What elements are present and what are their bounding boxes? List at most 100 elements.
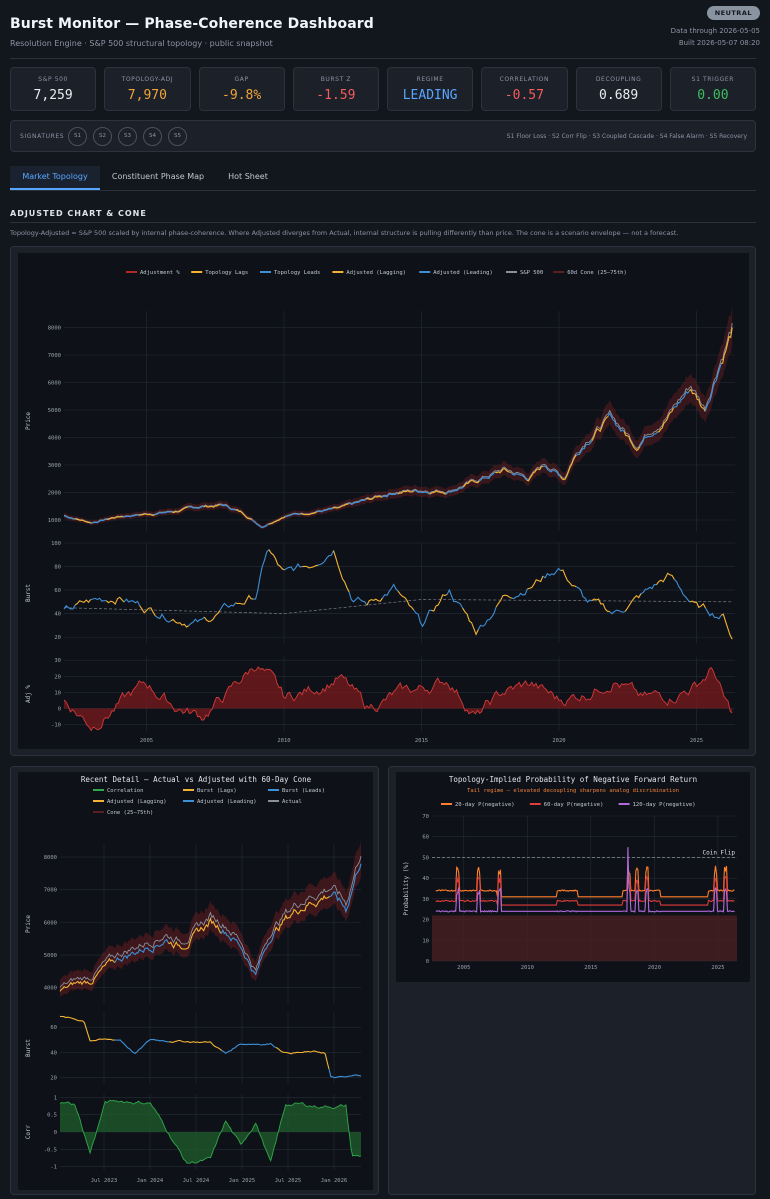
series-burst	[656, 572, 675, 586]
signature-pill-s4[interactable]: S4	[143, 127, 162, 146]
kpi-decoupling: DECOUPLING 0.689	[575, 67, 662, 111]
kpi-row: S&P 500 7,259 TOPOLOGY-ADJ 7,970 GAP -9.8% …	[10, 67, 756, 111]
probability-chart: Topology-Implied Probability of Negative…	[403, 775, 737, 971]
kpi-label: DECOUPLING	[595, 76, 642, 83]
legend-entry: Correlation	[107, 788, 143, 794]
data-through-label: Data through 2026-05-05	[670, 27, 760, 35]
series-adjusted	[251, 519, 270, 528]
kpi-value: LEADING	[402, 88, 458, 103]
y-axis-label: Burst	[25, 1039, 32, 1057]
x-tick-label: 2005	[457, 965, 470, 971]
series-adjusted	[704, 363, 722, 412]
kpi-label: S1 TRIGGER	[691, 76, 735, 83]
legend-entry: 60d Cone (25–75th)	[567, 270, 627, 276]
series-burst	[139, 605, 156, 617]
signatures-bar: SIGNATURES S1 S2 S3 S4 S5 S1 Floor Loss …	[10, 120, 756, 152]
y-tick-label: 10	[422, 938, 429, 944]
kpi-correlation: CORRELATION -0.57	[481, 67, 568, 111]
series-adjusted	[90, 518, 108, 524]
signature-pill-s2[interactable]: S2	[93, 127, 112, 146]
y-tick-label: 7000	[48, 353, 61, 359]
y-tick-label: 10	[54, 690, 61, 696]
series-adjusted	[316, 507, 334, 513]
series-burst	[268, 549, 285, 571]
series-adjusted	[413, 489, 431, 495]
series-burst	[235, 594, 254, 605]
tab-constituent-phase-map[interactable]: Constituent Phase Map	[111, 172, 205, 181]
y-tick-label: 1	[54, 1095, 57, 1101]
kpi-value: 0.689	[599, 88, 639, 103]
series-burst	[275, 1047, 330, 1070]
probability-panel: Topology-Implied Probability of Negative…	[388, 766, 756, 1195]
series-burst	[169, 1039, 223, 1052]
correlation-area	[60, 1100, 361, 1164]
series-adjusted	[445, 486, 464, 495]
kpi-value: 7,970	[127, 88, 167, 103]
legend-entry: Actual	[282, 799, 302, 805]
x-tick-label: 2015	[584, 965, 597, 971]
legend-entry: Cone (25–75th)	[107, 810, 153, 816]
series-burst	[188, 616, 205, 627]
series-burst	[348, 591, 368, 606]
series-burst	[640, 583, 657, 595]
kpi-s1-trigger: S1 TRIGGER 0.00	[669, 67, 756, 111]
tab-market-topology[interactable]: Market Topology	[10, 166, 100, 190]
y-tick-label: -0.5	[44, 1147, 57, 1153]
tail-fill	[432, 915, 737, 961]
series-burst	[397, 590, 415, 611]
series-burst	[328, 1068, 362, 1079]
legend-entry: Adjusted (Lagging)	[346, 270, 406, 276]
legend-entry: Adjustment %	[140, 270, 180, 276]
tab-bar: Market Topology Constituent Phase Map Ho…	[10, 166, 756, 191]
legend-entry: Topology Leads	[274, 270, 320, 276]
series-adjusted	[623, 431, 641, 452]
divider	[10, 58, 756, 59]
series-burst	[477, 606, 497, 630]
y-tick-label: 3000	[48, 463, 61, 469]
tab-hot-sheet[interactable]: Hot Sheet	[228, 172, 268, 181]
recent-detail-chart: Recent Detail — Actual vs Adjusted with …	[25, 775, 362, 1184]
series-burst	[221, 1042, 277, 1054]
series-adjusted	[138, 513, 155, 516]
series-adjusted	[720, 327, 733, 365]
y-tick-label: 50	[422, 855, 429, 861]
y-tick-label: 4000	[48, 436, 61, 442]
y-axis-label: Burst	[25, 584, 32, 602]
series-burst	[446, 588, 464, 609]
series-adjusted	[167, 917, 222, 950]
series-burst	[332, 550, 350, 593]
series-burst	[624, 593, 642, 612]
page-subtitle: Resolution Engine · S&P 500 structural t…	[10, 39, 273, 48]
series-burst	[170, 618, 189, 628]
y-tick-label: 100	[51, 541, 61, 547]
series-burst	[105, 596, 125, 605]
series-burst	[59, 1015, 115, 1042]
y-tick-label: 5000	[48, 408, 61, 414]
header: Burst Monitor — Phase-Coherence Dashboar…	[10, 6, 760, 58]
kpi-value: -9.8%	[222, 88, 262, 103]
y-tick-label: -1	[50, 1165, 57, 1171]
series-adjusted	[510, 472, 528, 481]
kpi-sp500: S&P 500 7,259	[10, 67, 97, 111]
signature-pill-s1[interactable]: S1	[68, 127, 87, 146]
series-burst	[462, 607, 479, 636]
y-axis-label: Price	[25, 915, 32, 933]
kpi-burst-z: BURST Z -1.59	[292, 67, 379, 111]
series-adjusted	[63, 515, 76, 520]
series-adjusted	[542, 465, 561, 478]
burst-mean	[63, 599, 733, 614]
series-adjusted	[576, 440, 593, 456]
chart-title: Topology-Implied Probability of Negative…	[449, 775, 697, 784]
x-tick-label: 2010	[521, 965, 534, 971]
signature-pill-s3[interactable]: S3	[118, 127, 137, 146]
y-tick-label: 6000	[48, 381, 61, 387]
y-tick-label: 30	[422, 897, 429, 903]
x-tick-label: Jul 2023	[91, 1178, 118, 1184]
series-burst	[90, 597, 107, 602]
legend-entry: Adjusted (Leading)	[433, 270, 493, 276]
series-adjusted	[366, 495, 383, 500]
kpi-label: TOPOLOGY-ADJ	[121, 76, 174, 83]
signature-pill-s5[interactable]: S5	[168, 127, 187, 146]
legend-entry: 60-day P(negative)	[544, 802, 604, 808]
series-correlation	[59, 1099, 362, 1164]
